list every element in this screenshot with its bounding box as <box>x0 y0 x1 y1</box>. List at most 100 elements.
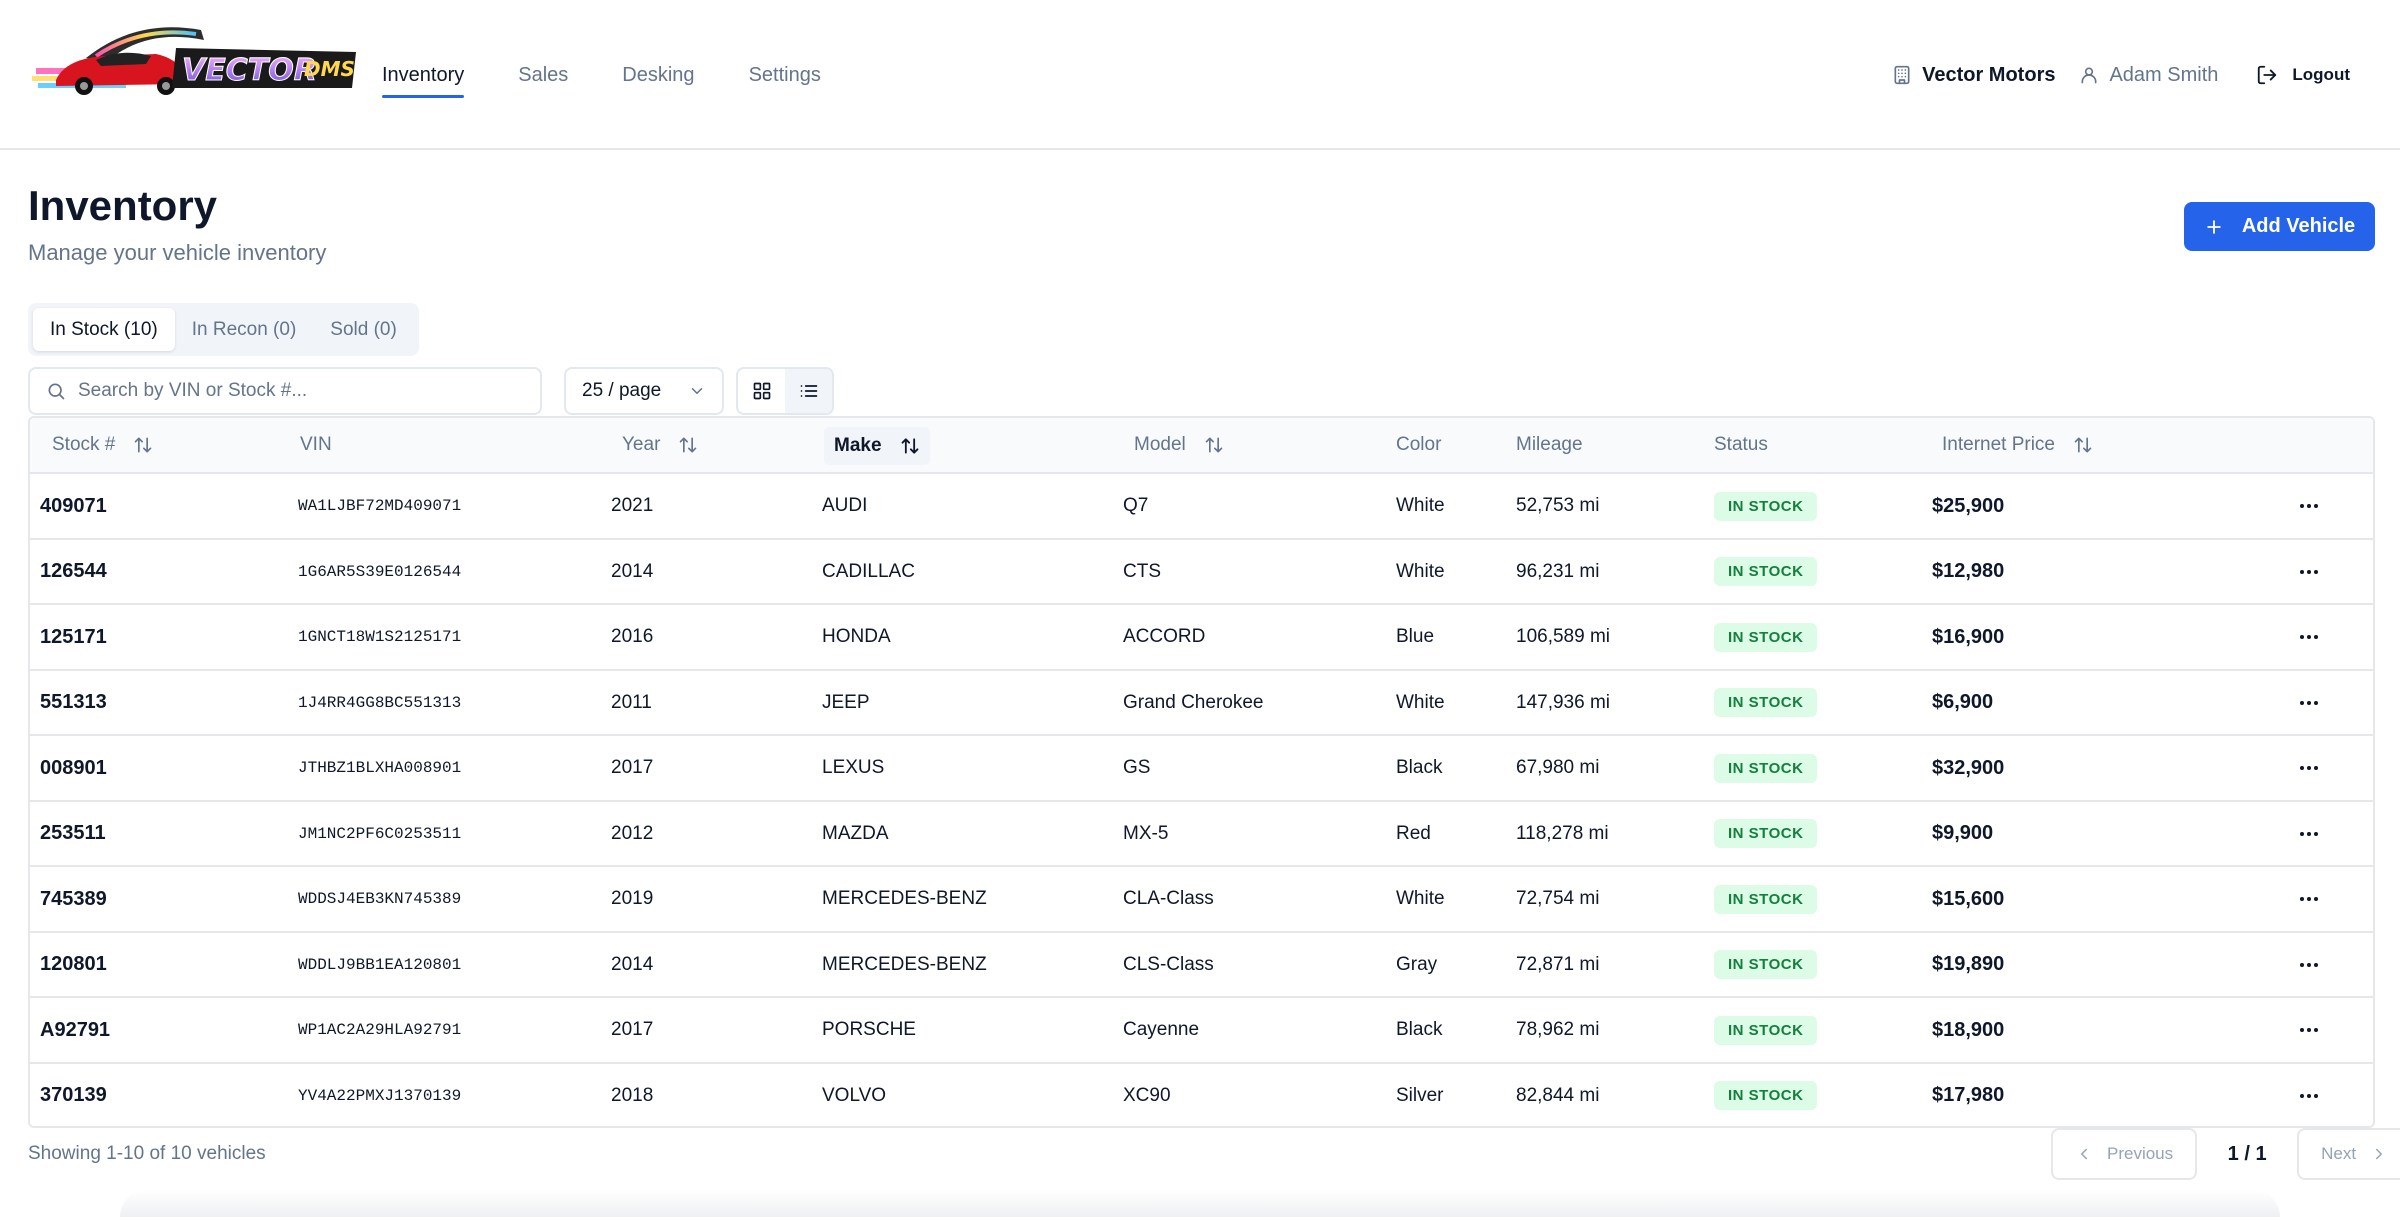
cell-color: Red <box>1396 822 1431 844</box>
tab-in-recon[interactable]: In Recon (0) <box>191 318 297 340</box>
menu-dot <box>2307 962 2311 967</box>
cell-color: Blue <box>1396 626 1435 647</box>
cell-make: MERCEDES-BENZ <box>822 888 987 909</box>
sort-icon <box>2073 435 2093 455</box>
column-header-status: Status <box>1714 418 1768 472</box>
vector-dms-logo[interactable]: VECTOR DMS <box>26 18 362 104</box>
menu-dot <box>2314 1028 2318 1032</box>
table-row[interactable]: 120801 WDDLJ9BB1EA120801 2014 MERCEDES-BENZ… <box>30 933 2373 998</box>
grid-view-button[interactable] <box>738 369 785 413</box>
nav-settings[interactable]: Settings <box>748 63 821 86</box>
table-row[interactable]: 253511 JM1NC2PF6C0253511 2012 MAZDA MX-5 Red 1… <box>30 802 2373 867</box>
cell-stock: 008901 <box>40 756 107 779</box>
row-actions-menu-icon[interactable] <box>2289 998 2329 1062</box>
status-badge: IN STOCK <box>1714 622 1818 652</box>
row-actions-menu-icon[interactable] <box>2289 605 2329 669</box>
cell-price: $15,600 <box>1932 887 2005 910</box>
column-label: Color <box>1396 434 1442 455</box>
menu-dot <box>2300 897 2304 901</box>
nav-inventory[interactable]: Inventory <box>382 0 465 150</box>
cell-mileage: 106,589 mi <box>1516 626 1611 647</box>
cell-stock: 253511 <box>40 822 106 844</box>
search-input[interactable] <box>78 380 508 402</box>
tab-sold[interactable]: Sold (0) <box>330 318 397 340</box>
cell-make: JEEP <box>822 691 870 713</box>
row-actions-menu-icon[interactable] <box>2289 474 2329 538</box>
grid-icon <box>752 381 772 401</box>
menu-dot <box>2314 897 2318 901</box>
row-actions-menu-icon[interactable] <box>2289 1064 2329 1127</box>
chevron-down-icon <box>688 382 706 400</box>
table-row[interactable]: 125171 1GNCT18W1S2125171 2016 HONDA ACCORD Bl… <box>30 605 2373 671</box>
column-label: VIN <box>300 434 332 455</box>
status-badge: IN STOCK <box>1714 819 1818 848</box>
table-row[interactable]: 370139 YV4A22PMXJ1370139 2018 VOLVO XC90 Silv… <box>30 1064 2373 1127</box>
menu-dot <box>2314 962 2318 967</box>
next-page-button[interactable]: Next <box>2297 1128 2400 1180</box>
cell-make: MERCEDES-BENZ <box>822 953 987 975</box>
menu-dot <box>2307 700 2311 705</box>
cell-status: IN STOCK <box>1714 867 1818 931</box>
cell-color: Black <box>1396 757 1443 778</box>
add-vehicle-button[interactable]: Add Vehicle <box>2184 202 2375 251</box>
list-icon <box>799 381 819 401</box>
logout-button[interactable]: Logout <box>2256 64 2350 86</box>
cell-status: IN STOCK <box>1714 736 1818 800</box>
menu-dot <box>2300 1028 2304 1032</box>
cell-mileage: 52,753 mi <box>1516 495 1600 516</box>
dealer-selector[interactable]: Vector Motors <box>1892 64 2055 87</box>
cell-stock: 409071 <box>40 494 107 517</box>
table-row[interactable]: 126544 1G6AR5S39E0126544 2014 CADILLAC CTS Wh… <box>30 540 2373 605</box>
table-row[interactable]: 008901 JTHBZ1BLXHA008901 2017 LEXUS GS Black 6… <box>30 736 2373 802</box>
row-actions-menu-icon[interactable] <box>2289 867 2329 931</box>
cell-vin: 1GNCT18W1S2125171 <box>298 628 462 646</box>
pagination-summary: Showing 1-10 of 10 vehicles <box>28 1143 266 1164</box>
row-actions-menu-icon[interactable] <box>2289 671 2329 735</box>
tab-in-stock[interactable]: In Stock (10) <box>33 308 175 351</box>
menu-dot <box>2307 766 2311 770</box>
page-size-select[interactable]: 25 / page <box>564 367 724 415</box>
column-header-make[interactable]: Make <box>824 427 930 465</box>
cell-make: VOLVO <box>822 1084 887 1106</box>
row-actions-menu-icon[interactable] <box>2289 933 2329 997</box>
status-badge: IN STOCK <box>1714 1015 1818 1045</box>
inventory-status-tabs: In Stock (10) In Recon (0) Sold (0) <box>28 303 419 356</box>
row-actions-menu-icon[interactable] <box>2289 802 2329 866</box>
cell-mileage: 82,844 mi <box>1516 1084 1600 1106</box>
logout-label: Logout <box>2292 65 2350 84</box>
cell-model: MX-5 <box>1123 822 1169 844</box>
table-row[interactable]: 551313 1J4RR4GG8BC551313 2011 JEEP Grand Che… <box>30 671 2373 736</box>
status-badge: IN STOCK <box>1714 557 1818 586</box>
menu-dot <box>2300 962 2304 967</box>
cell-price: $19,890 <box>1932 953 2005 975</box>
cell-color: Silver <box>1396 1084 1444 1106</box>
table-row[interactable]: 745389 WDDSJ4EB3KN745389 2019 MERCEDES-BENZ… <box>30 867 2373 933</box>
column-header-internet-price[interactable]: Internet Price <box>1942 418 2093 472</box>
user-menu[interactable]: Adam Smith <box>2079 64 2218 87</box>
cell-mileage: 67,980 mi <box>1516 757 1600 778</box>
row-actions-menu-icon[interactable] <box>2289 540 2329 604</box>
list-view-button[interactable] <box>785 369 832 413</box>
nav-desking[interactable]: Desking <box>622 63 695 86</box>
column-header-model[interactable]: Model <box>1134 418 1224 472</box>
cell-status: IN STOCK <box>1714 1064 1818 1127</box>
search-box <box>28 367 542 415</box>
column-header-year[interactable]: Year <box>622 418 698 472</box>
column-header-stock[interactable]: Stock # <box>52 418 153 472</box>
cell-mileage: 78,962 mi <box>1516 1019 1600 1040</box>
main-nav: Inventory Sales Desking Settings <box>382 0 821 150</box>
add-vehicle-label: Add Vehicle <box>2241 215 2356 237</box>
cell-status: IN STOCK <box>1714 998 1818 1062</box>
user-icon <box>2079 65 2099 85</box>
table-row[interactable]: A92791 WP1AC2A29HLA92791 2017 PORSCHE Cayenn… <box>30 998 2373 1064</box>
status-badge: IN STOCK <box>1714 688 1818 717</box>
row-actions-menu-icon[interactable] <box>2289 736 2329 800</box>
inventory-table: Stock # VIN Year Make Model Color Mileag… <box>28 416 2375 1128</box>
previous-page-button[interactable]: Previous <box>2051 1128 2198 1180</box>
nav-sales[interactable]: Sales <box>518 63 569 86</box>
cell-model: Grand Cherokee <box>1123 691 1264 713</box>
cell-stock: 370139 <box>40 1084 107 1106</box>
table-row[interactable]: 409071 WA1LJBF72MD409071 2021 AUDI Q7 White 52… <box>30 474 2373 540</box>
column-header-mileage: Mileage <box>1516 418 1583 472</box>
cell-mileage: 72,754 mi <box>1516 888 1600 909</box>
